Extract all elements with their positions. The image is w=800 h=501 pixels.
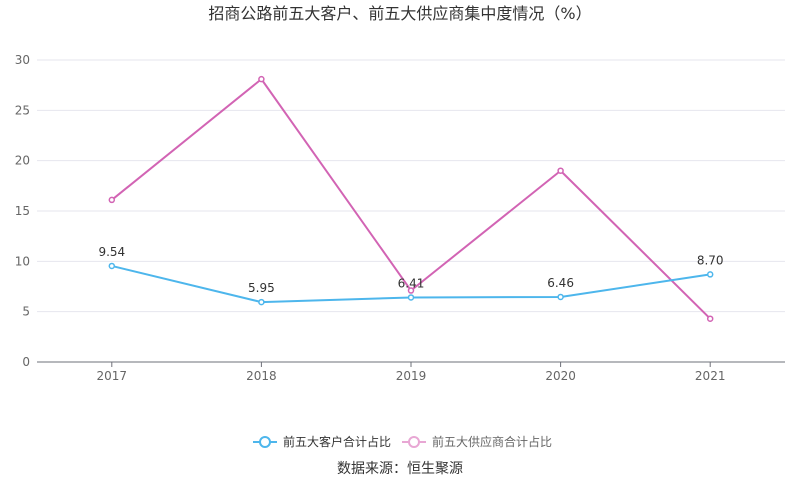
gridlines: [37, 59, 785, 313]
data-label: 5.95: [248, 281, 275, 295]
y-tick-label: 5: [22, 305, 30, 319]
y-tick-label: 25: [15, 103, 30, 117]
y-tick-label: 20: [15, 154, 30, 168]
data-point[interactable]: [706, 271, 714, 278]
x-tick-label: 2017: [97, 369, 128, 383]
legend[interactable]: 前五大客户合计占比 前五大供应商合计占比: [253, 434, 552, 449]
chart-title: 招商公路前五大客户、前五大供应商集中度情况（%）: [208, 4, 591, 23]
data-point[interactable]: [407, 294, 415, 301]
data-point[interactable]: [258, 75, 265, 83]
data-point[interactable]: [557, 293, 564, 301]
data-point[interactable]: [706, 315, 714, 322]
data-label: 8.70: [697, 253, 724, 267]
data-point[interactable]: [108, 262, 116, 270]
data-point[interactable]: [557, 167, 564, 174]
data-point[interactable]: [258, 298, 265, 306]
data-source: 数据来源：恒生聚源: [337, 461, 463, 477]
legend-marker: [259, 436, 271, 448]
x-tick-label: 2019: [396, 369, 427, 383]
y-tick-label: 10: [15, 254, 30, 268]
legend-marker: [408, 436, 420, 448]
y-tick-label: 15: [15, 204, 30, 218]
data-label: 6.41: [398, 276, 425, 290]
series-lines: [108, 75, 714, 322]
legend-label: 前五大客户合计占比: [283, 434, 391, 449]
data-label: 9.54: [98, 245, 125, 259]
legend-label: 前五大供应商合计占比: [432, 434, 552, 449]
data-label: 6.46: [547, 276, 574, 290]
data-point[interactable]: [407, 287, 415, 294]
x-tick-label: 2018: [246, 369, 277, 383]
legend-item-2[interactable]: 前五大供应商合计占比: [402, 434, 552, 449]
legend-item-1[interactable]: 前五大客户合计占比: [253, 434, 391, 449]
y-tick-label: 30: [15, 53, 30, 67]
data-labels: 9.54 5.95 6.41 6.46 8.70: [98, 245, 723, 295]
axes: 0 5 10 15 20 25 30 2017 2018 2019 2020 2021: [15, 53, 785, 383]
x-tick-label: 2020: [545, 369, 576, 383]
y-tick-label: 0: [22, 355, 30, 369]
data-point[interactable]: [108, 196, 116, 204]
x-tick-label: 2021: [695, 369, 726, 383]
